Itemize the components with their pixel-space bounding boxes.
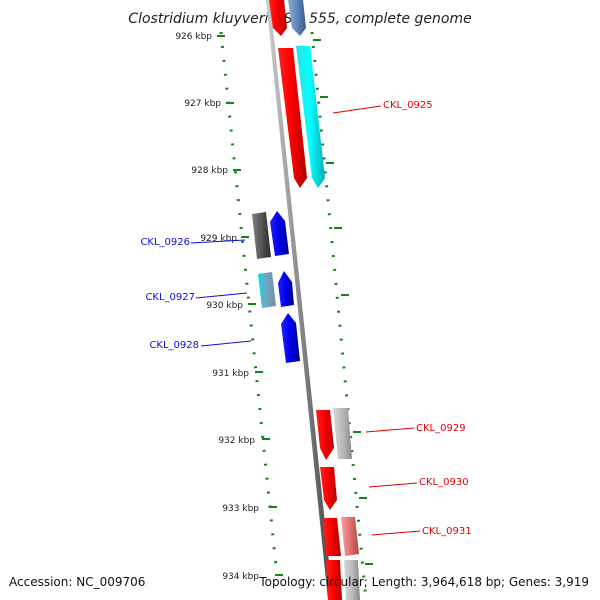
gene-CKL_0925-red — [278, 48, 307, 188]
ruler-label-932: 932 kbp — [218, 436, 255, 446]
ruler-label-927: 927 kbp — [184, 99, 221, 109]
ruler-label-931: 931 kbp — [212, 369, 249, 379]
gene-CKL_0931-red — [323, 518, 341, 556]
gene-CKL_0930-red — [320, 467, 337, 510]
accession-label: Accession: — [9, 575, 73, 589]
gene-CKL_0931-pink — [341, 517, 359, 556]
gene-labels: CKL_0925 CKL_0926 CKL_0927 CKL_0928 CKL_… — [140, 100, 471, 537]
ruler-ticks-right — [313, 39, 373, 565]
gene-label-CKL_0925[interactable]: CKL_0925 — [383, 100, 433, 111]
ruler-label-928: 928 kbp — [191, 166, 228, 176]
genome-backbone — [266, 0, 333, 600]
gene-CKL_0928-blue — [281, 313, 300, 363]
gene-label-CKL_0929[interactable]: CKL_0929 — [416, 423, 466, 434]
gene-label-CKL_0931[interactable]: CKL_0931 — [422, 526, 472, 537]
forward-genes — [252, 0, 360, 600]
ruler-label-933: 933 kbp — [222, 504, 259, 514]
ruler-label-926: 926 kbp — [175, 32, 212, 42]
ruler-ticks-left — [217, 35, 283, 576]
gene-CKL_0927-teal — [258, 272, 276, 308]
gene-CKL_0929-red — [316, 410, 334, 460]
gene-label-CKL_0928[interactable]: CKL_0928 — [149, 340, 199, 351]
gene-top-red — [269, 0, 287, 36]
gene-label-CKL_0930[interactable]: CKL_0930 — [419, 477, 469, 488]
gene-leaders — [190, 105, 421, 536]
accession-info: Accession: NC_009706 — [9, 575, 145, 589]
gene-CKL_0926-blue — [270, 211, 289, 256]
ruler-label-930: 930 kbp — [206, 301, 243, 311]
accession-value: NC_009706 — [76, 575, 146, 589]
gene-bottom-grey — [344, 560, 360, 600]
gene-bottom-red — [326, 560, 342, 600]
gene-CKL_0927-blue — [278, 271, 294, 307]
topology-info: Topology: circular; Length: 3,964,618 bp… — [259, 575, 589, 589]
gene-CKL_0929-grey — [333, 408, 352, 459]
gene-label-CKL_0926[interactable]: CKL_0926 — [140, 237, 190, 248]
gene-CKL_0925-cyan — [296, 46, 325, 188]
ruler-label-929: 929 kbp — [200, 234, 237, 244]
gene-top-steel — [288, 0, 306, 36]
gene-label-CKL_0927[interactable]: CKL_0927 — [145, 292, 195, 303]
gene-CKL_0926-dark — [252, 212, 271, 259]
ruler-label-934: 934 kbp — [222, 572, 259, 582]
ruler-labels: 926 kbp 927 kbp 928 kbp 929 kbp 930 kbp … — [175, 32, 259, 582]
